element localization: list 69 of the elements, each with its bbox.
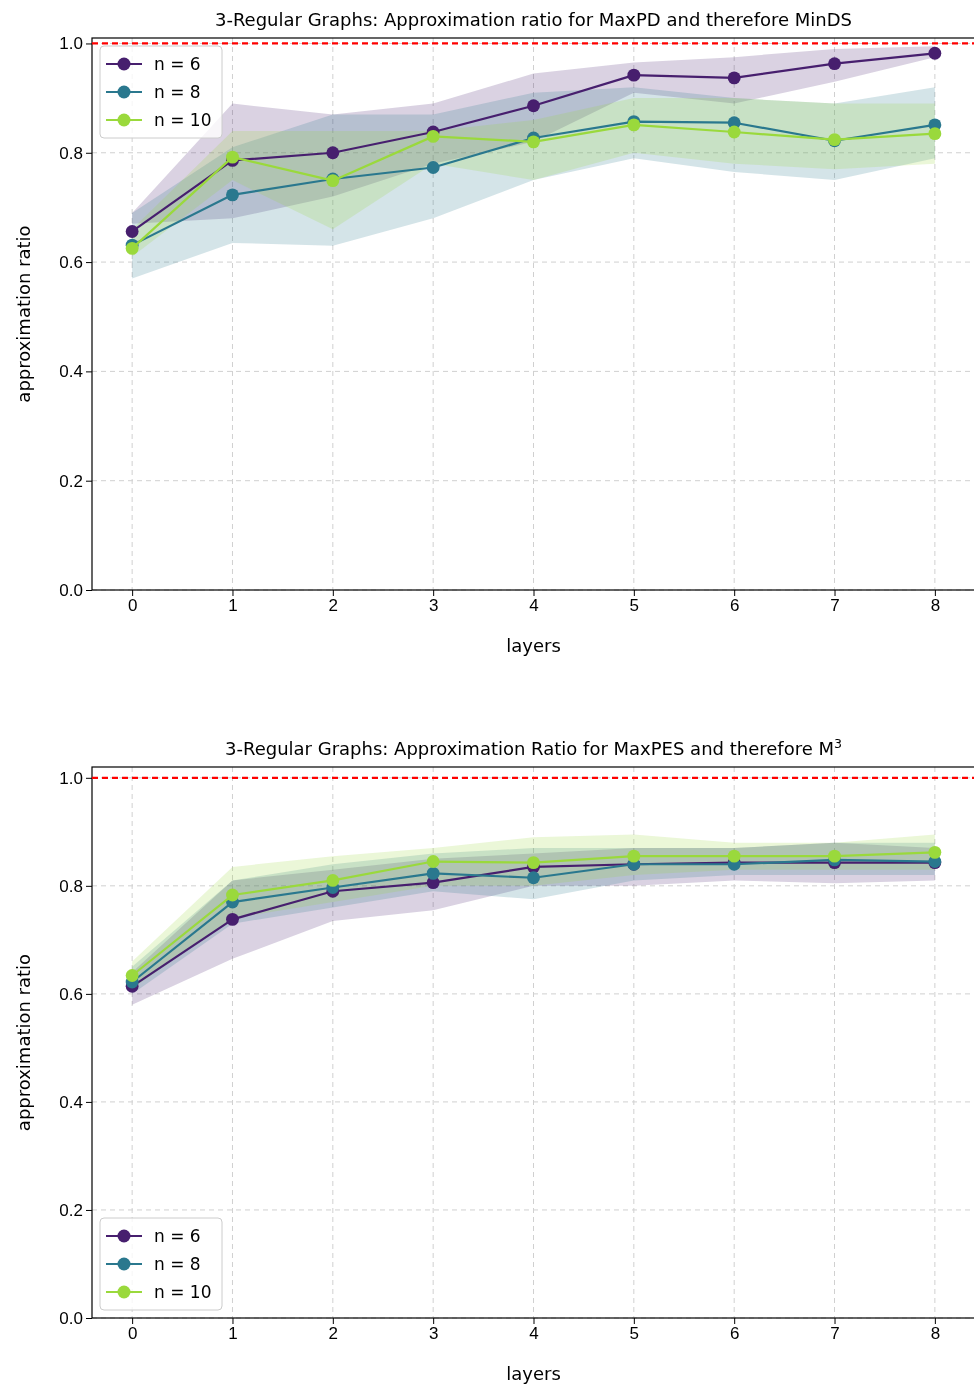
y-tick-label: 0.6 xyxy=(59,253,83,273)
legend-label: n = 10 xyxy=(154,110,212,130)
x-tick-label: 7 xyxy=(830,1324,840,1344)
point xyxy=(226,188,239,202)
point xyxy=(527,856,540,870)
point xyxy=(125,242,139,255)
legend-label: n = 10 xyxy=(154,1282,212,1302)
x-tick-label: 1 xyxy=(228,596,238,616)
x-tick-label: 2 xyxy=(328,1324,339,1344)
point xyxy=(928,127,942,141)
x-axis-title: layers xyxy=(506,1363,561,1384)
point xyxy=(326,874,340,887)
legend-label: n = 8 xyxy=(154,1254,201,1274)
point xyxy=(527,99,540,113)
y-axis-title: approximation ratio xyxy=(13,953,34,1132)
y-tick-label: 0.4 xyxy=(59,362,83,382)
point xyxy=(928,46,942,60)
y-tick-label: 0.8 xyxy=(59,143,83,163)
point xyxy=(426,129,440,143)
y-tick-label: 1.0 xyxy=(59,768,83,788)
point xyxy=(527,135,540,149)
point xyxy=(226,888,239,902)
y-tick-label: 1.0 xyxy=(59,34,83,54)
chart-title: 3-Regular Graphs: Approximation Ratio for MaxPES and therefore M$^{3}$ xyxy=(224,735,843,759)
y-tick-label: 0.4 xyxy=(59,1092,83,1112)
y-axis-title: approximation ratio xyxy=(13,225,34,403)
point xyxy=(125,969,139,982)
point xyxy=(727,125,741,139)
x-tick-label: 2 xyxy=(328,596,339,616)
point xyxy=(226,150,239,164)
point xyxy=(828,57,841,71)
x-tick-label: 7 xyxy=(830,596,840,616)
x-tick-label: 4 xyxy=(529,1324,539,1344)
point xyxy=(426,855,440,868)
point xyxy=(627,68,641,82)
x-tick-label: 3 xyxy=(428,596,439,616)
point xyxy=(226,912,239,926)
x-tick-label: 8 xyxy=(930,1324,941,1344)
x-tick-label: 6 xyxy=(729,596,740,616)
point xyxy=(426,161,440,174)
point xyxy=(527,871,540,885)
point xyxy=(627,849,641,863)
x-tick-label: 4 xyxy=(529,596,539,616)
y-tick-label: 0.0 xyxy=(59,1308,83,1328)
x-tick-label: 0 xyxy=(127,596,138,616)
point xyxy=(326,146,340,160)
point xyxy=(727,71,741,85)
x-tick-label: 5 xyxy=(629,1324,640,1344)
legend-label: n = 6 xyxy=(154,1226,201,1246)
x-axis-title: layers xyxy=(506,635,561,656)
point xyxy=(828,849,841,863)
point xyxy=(727,849,741,863)
chart-title: 3-Regular Graphs: Approximation ratio for MaxPD and therefore MinDS xyxy=(214,9,853,30)
x-tick-label: 5 xyxy=(629,596,640,616)
y-tick-label: 0.2 xyxy=(59,1200,83,1220)
x-tick-label: 6 xyxy=(729,1324,740,1344)
y-tick-label: 0.0 xyxy=(59,580,83,600)
point xyxy=(426,867,440,880)
x-tick-label: 0 xyxy=(127,1324,138,1344)
point xyxy=(928,845,942,859)
y-tick-label: 0.6 xyxy=(59,984,83,1004)
x-tick-label: 3 xyxy=(428,1324,439,1344)
x-tick-label: 1 xyxy=(228,1324,238,1344)
legend-label: n = 6 xyxy=(154,54,201,74)
y-tick-label: 0.2 xyxy=(59,471,83,491)
x-tick-label: 8 xyxy=(930,596,941,616)
legend-label: n = 8 xyxy=(154,82,201,102)
y-tick-label: 0.8 xyxy=(59,876,83,896)
point xyxy=(125,225,139,238)
